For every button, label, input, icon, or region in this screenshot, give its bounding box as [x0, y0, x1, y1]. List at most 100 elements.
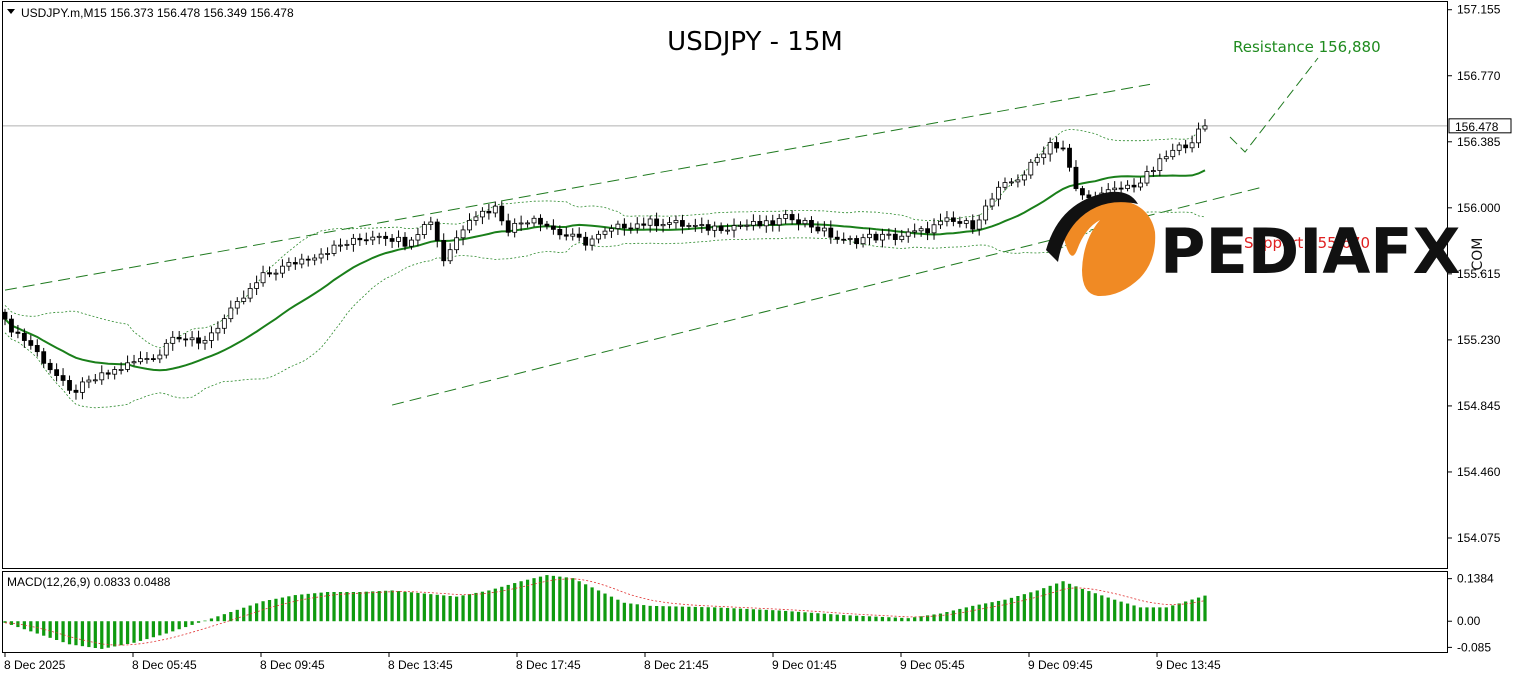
macd-bar — [384, 590, 388, 622]
macd-bar — [1080, 588, 1085, 622]
macd-bar — [306, 593, 310, 622]
macd-bar — [1196, 597, 1201, 622]
macd-bar — [429, 594, 433, 622]
candle-body — [931, 224, 937, 234]
macd-bar — [642, 605, 646, 622]
candle-body — [54, 369, 60, 376]
pediafx-logo-icon — [1062, 199, 1156, 297]
macd-bar — [590, 587, 594, 622]
macd-bar — [680, 606, 685, 622]
macd-bar — [448, 596, 452, 622]
macd-bar — [61, 621, 65, 643]
macd-axis: 0.1384 0.00 -0.085 — [1447, 572, 1494, 654]
macd-bar — [345, 592, 349, 622]
candle-body — [86, 379, 92, 383]
macd-bar — [442, 595, 446, 622]
candle-body — [847, 238, 853, 240]
candle-body — [480, 210, 485, 218]
macd-bar — [93, 621, 97, 648]
time-tick-label: 8 Dec 09:45 — [260, 658, 325, 672]
candle-body — [402, 236, 408, 247]
time-tick-label: 9 Dec 13:45 — [1156, 658, 1221, 672]
candle-body — [305, 258, 311, 261]
macd-bar — [629, 603, 633, 622]
candle-body — [209, 332, 214, 341]
candle-body — [370, 236, 376, 241]
resistance-label: Resistance 156,880 — [1233, 38, 1381, 56]
candle-body — [344, 243, 350, 246]
candle-body — [434, 221, 440, 241]
macd-bar — [648, 605, 652, 622]
macd-bar — [525, 579, 530, 622]
macd-bar — [958, 608, 962, 622]
candle-body — [789, 214, 795, 221]
price-tick-label: 157.155 — [1457, 3, 1501, 17]
moving-average — [4, 169, 1206, 372]
candle-body — [944, 217, 950, 222]
candle-body — [254, 282, 260, 289]
macd-bar — [461, 595, 465, 622]
macd-bar — [416, 592, 420, 622]
candle-body — [92, 379, 98, 382]
macd-bar — [1074, 586, 1078, 622]
macd-bar — [984, 603, 988, 622]
macd-bar — [771, 610, 775, 622]
candle-body — [1131, 184, 1137, 188]
macd-bar — [919, 616, 923, 622]
macd-bar — [887, 617, 891, 622]
macd-bar — [422, 593, 426, 622]
macd-bar — [880, 616, 885, 622]
macd-bar — [719, 607, 723, 622]
macd-bar — [3, 621, 7, 623]
ma-line — [4, 169, 1206, 372]
candle-body — [441, 240, 447, 262]
macd-bar — [732, 608, 736, 622]
candle-body — [338, 244, 343, 247]
candle-body — [667, 222, 672, 225]
price-tick-label: 156.000 — [1457, 201, 1501, 215]
candle-body — [499, 205, 505, 222]
candle-body — [34, 345, 40, 353]
candle-body — [157, 354, 163, 360]
candle-body — [221, 318, 227, 329]
macd-bar — [319, 592, 323, 622]
candle-body — [1112, 187, 1118, 191]
macd-bar — [519, 581, 523, 622]
candle-body — [1118, 187, 1124, 190]
macd-bar — [738, 608, 743, 622]
macd-bar — [1151, 607, 1155, 622]
brand-suffix: .COM — [1470, 238, 1486, 275]
candle-body — [615, 223, 621, 229]
macd-bar — [1203, 595, 1207, 622]
candle-body — [1144, 171, 1150, 184]
macd-bar — [364, 591, 368, 622]
projection-arrow — [1229, 57, 1319, 153]
macd-bar — [784, 610, 788, 622]
candle-body — [570, 233, 576, 237]
candle-body — [1080, 188, 1085, 196]
macd-bar — [584, 584, 588, 622]
candle-body — [731, 225, 737, 231]
macd-bar — [132, 621, 136, 643]
candle-body — [712, 225, 718, 231]
macd-bar — [693, 606, 697, 622]
candle-body — [692, 224, 698, 227]
collapse-triangle-icon[interactable] — [7, 9, 15, 14]
candle-body — [757, 220, 763, 227]
macd-bar — [1061, 581, 1065, 622]
macd-bar — [325, 592, 330, 622]
price-tick-label: 154.075 — [1457, 531, 1501, 545]
macd-bar — [1016, 596, 1020, 622]
symbol-info: USDJPY.m,M15 156.373 156.478 156.349 156… — [21, 6, 294, 20]
candle-body — [189, 337, 195, 341]
candle-body — [660, 224, 666, 227]
candle-body — [770, 220, 776, 226]
macd-bar — [403, 591, 407, 622]
candles — [2, 119, 1208, 400]
pediafx-logo: PEDIAFX .COM — [1046, 191, 1486, 297]
macd-bar — [867, 616, 872, 622]
candle-body — [9, 318, 14, 333]
candle-body — [673, 220, 679, 224]
macd-bar — [1035, 590, 1039, 622]
macd-bar — [564, 577, 568, 622]
